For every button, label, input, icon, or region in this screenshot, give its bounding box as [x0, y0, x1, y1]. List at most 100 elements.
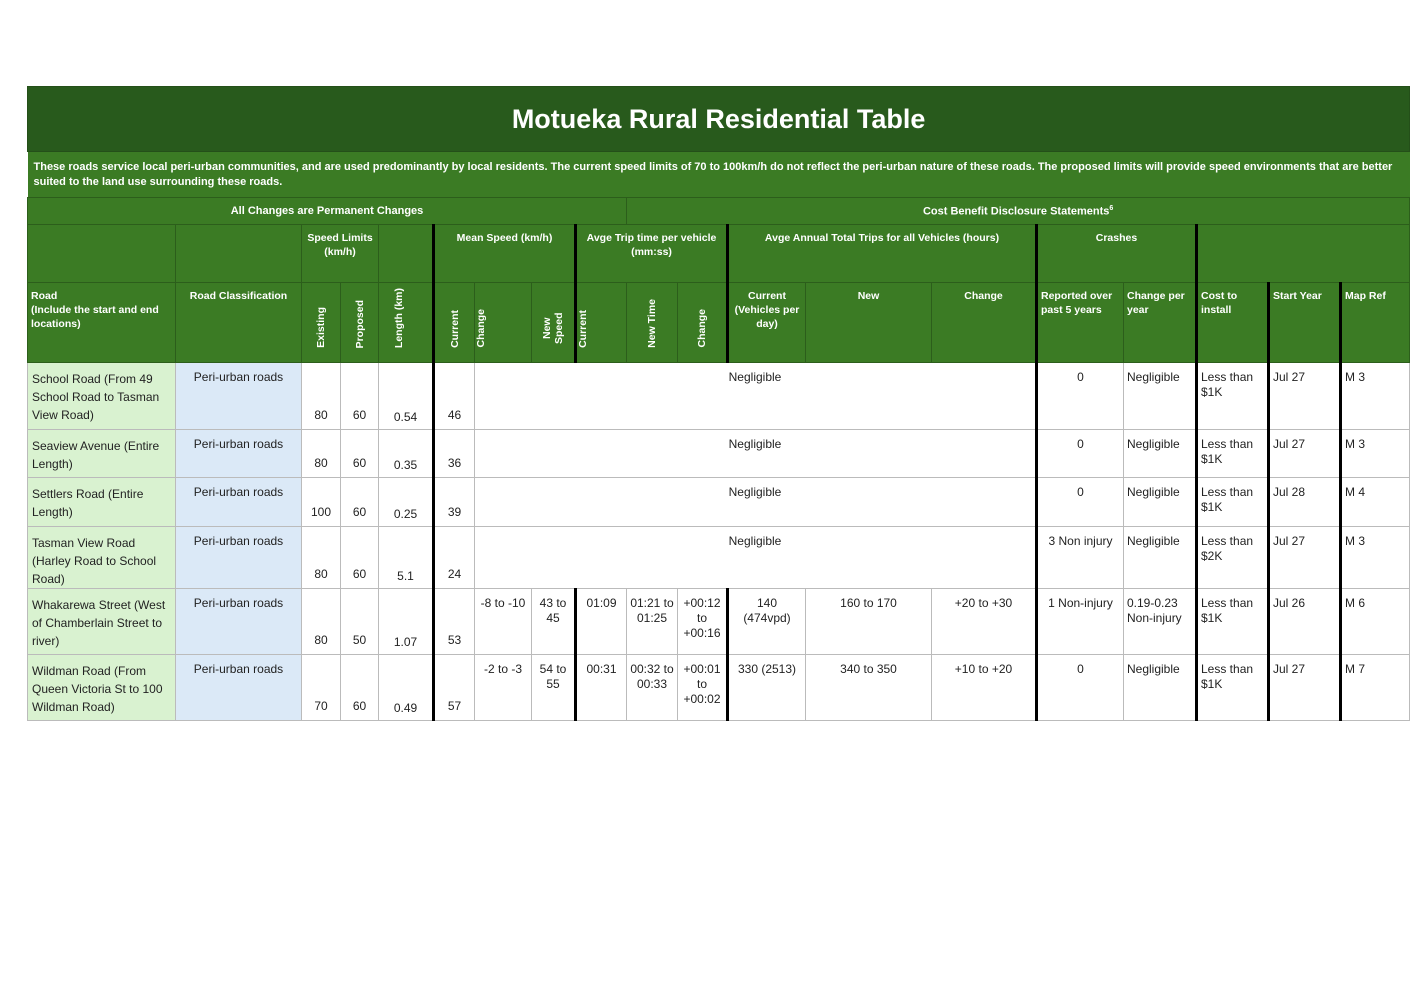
existing-limit: 80 [301, 362, 341, 430]
annual-trips-change: +10 to +20 [931, 654, 1037, 721]
mean-speed-current: 24 [432, 526, 475, 589]
road-classification: Peri-urban roads [175, 526, 302, 589]
road-name: Wildman Road (From Queen Victoria St to … [27, 654, 176, 721]
existing-limit: 80 [301, 526, 341, 589]
footnote-ref: 6 [1109, 204, 1114, 212]
mean-speed-current: 53 [432, 588, 475, 655]
col-tt-change-label: Change [696, 309, 708, 348]
mean-speed-change: -2 to -3 [474, 654, 532, 721]
start-year: Jul 28 [1267, 477, 1341, 527]
map-ref: M 3 [1338, 362, 1411, 430]
existing-limit: 80 [301, 588, 341, 655]
start-year: Jul 27 [1267, 362, 1341, 430]
header-speed-limits: Speed Limits (km/h) [301, 224, 379, 283]
road-classification: Peri-urban roads [175, 588, 302, 655]
map-ref: M 6 [1338, 588, 1411, 655]
road-name: Settlers Road (Entire Length) [27, 477, 176, 527]
table-row: Tasman View Road (Harley Road to School … [27, 526, 1411, 589]
trip-time-new: 01:21 to 01:25 [626, 588, 678, 655]
mean-speed-current: 36 [432, 429, 475, 478]
cost-to-install: Less than $1K [1195, 654, 1269, 721]
road-classification: Peri-urban roads [175, 429, 302, 478]
annual-trips-current: 140 (474vpd) [726, 588, 806, 655]
map-ref: M 7 [1338, 654, 1411, 721]
mean-speed-current: 57 [432, 654, 475, 721]
cost-to-install: Less than $2K [1195, 526, 1269, 589]
col-tt-new: New Time [626, 282, 678, 363]
col-proposed-label: Proposed [353, 299, 366, 348]
col-at-current: Current (Vehicles per day) [726, 282, 806, 363]
existing-limit: 100 [301, 477, 341, 527]
col-road: Road (Include the start and end locations… [27, 282, 176, 363]
mean-speed-new: 43 to 45 [531, 588, 576, 655]
start-year: Jul 26 [1267, 588, 1341, 655]
table-row: Whakarewa Street (West of Chamberlain St… [27, 588, 1411, 655]
table-row: School Road (From 49 School Road to Tasm… [27, 362, 1411, 430]
road-classification: Peri-urban roads [175, 477, 302, 527]
map-ref: M 4 [1338, 477, 1411, 527]
header-blank [27, 224, 176, 283]
cost-to-install: Less than $1K [1195, 429, 1269, 478]
proposed-limit: 60 [340, 526, 379, 589]
header-blank [175, 224, 302, 283]
road-name: School Road (From 49 School Road to Tasm… [27, 362, 176, 430]
group-cost-benefit: Cost Benefit Disclosure Statements6 [625, 197, 1411, 225]
proposed-limit: 60 [340, 429, 379, 478]
header-trip-time: Avge Trip time per vehicle (mm:ss) [574, 224, 728, 283]
crashes-reported: 3 Non injury [1035, 526, 1124, 589]
annual-trips-new: 340 to 350 [805, 654, 932, 721]
col-length-label: Length (km) [392, 287, 405, 348]
proposed-limit: 50 [340, 588, 379, 655]
trip-time-current: 00:31 [574, 654, 627, 721]
map-ref: M 3 [1338, 526, 1411, 589]
group-permanent-changes: All Changes are Permanent Changes [27, 197, 627, 225]
col-existing-label: Existing [315, 307, 327, 348]
col-ms-new-label: New Speed [541, 312, 565, 344]
road-name: Seaview Avenue (Entire Length) [27, 429, 176, 478]
header-blank [1194, 224, 1411, 283]
crashes-change: Negligible [1123, 429, 1197, 478]
crashes-reported: 0 [1035, 477, 1124, 527]
start-year: Jul 27 [1267, 429, 1341, 478]
col-ms-current-label: Current [448, 310, 461, 348]
road-length: 5.1 [378, 526, 434, 589]
page-title: Motueka Rural Residential Table [26, 86, 1411, 152]
trip-time-new: 00:32 to 00:33 [626, 654, 678, 721]
road-length: 1.07 [378, 588, 434, 655]
road-length: 0.49 [378, 654, 434, 721]
proposed-limit: 60 [340, 362, 379, 430]
existing-limit: 80 [301, 429, 341, 478]
negligible-impact: Negligible [474, 362, 1037, 430]
proposed-limit: 60 [340, 654, 379, 721]
trip-time-change: +00:12 to +00:16 [677, 588, 728, 655]
col-ms-new: New Speed [531, 282, 576, 363]
col-cost: Cost to install [1195, 282, 1269, 363]
col-proposed: Proposed [340, 282, 379, 363]
col-existing: Existing [301, 282, 341, 363]
crashes-reported: 0 [1035, 362, 1124, 430]
start-year: Jul 27 [1267, 654, 1341, 721]
trip-time-change: +00:01 to +00:02 [677, 654, 728, 721]
crashes-change: Negligible [1123, 477, 1197, 527]
col-at-change: Change [931, 282, 1037, 363]
col-at-new: New [805, 282, 932, 363]
cost-to-install: Less than $1K [1195, 477, 1269, 527]
crashes-change: Negligible [1123, 526, 1197, 589]
crashes-change: Negligible [1123, 654, 1197, 721]
description: These roads service local peri-urban com… [27, 151, 1410, 198]
col-tt-change: Change [677, 282, 728, 363]
header-mean-speed: Mean Speed (km/h) [432, 224, 576, 283]
col-map-ref: Map Ref [1338, 282, 1411, 363]
crashes-reported: 0 [1035, 429, 1124, 478]
group-cost-benefit-label: Cost Benefit Disclosure Statements [922, 205, 1110, 218]
mean-speed-current: 46 [432, 362, 475, 430]
cost-to-install: Less than $1K [1195, 588, 1269, 655]
col-crash-reported: Reported over past 5 years [1035, 282, 1124, 363]
negligible-impact: Negligible [474, 477, 1037, 527]
col-tt-current-label: Current [577, 310, 590, 348]
annual-trips-new: 160 to 170 [805, 588, 932, 655]
col-crash-change: Change per year [1123, 282, 1197, 363]
crashes-reported: 0 [1035, 654, 1124, 721]
road-classification: Peri-urban roads [175, 362, 302, 430]
road-classification: Peri-urban roads [175, 654, 302, 721]
